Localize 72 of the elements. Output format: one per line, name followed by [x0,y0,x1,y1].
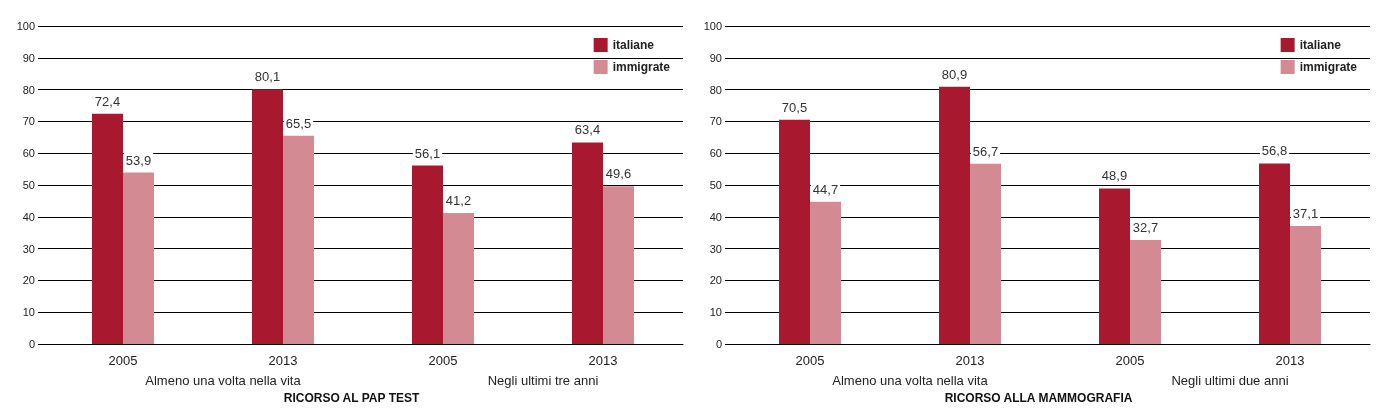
text: Negli ultimi tre anni [487,373,599,388]
y-tick-label: 30 [22,242,35,255]
data-label: 53,9 [125,152,152,168]
y-tick-label: 80 [22,83,35,96]
bar [970,163,1001,344]
text: RICORSO ALLA MAMMOGRAFIA [944,391,1133,405]
bar [443,212,474,344]
y-tick-label: 80 [709,83,722,96]
data-label: 37,1 [1292,206,1319,222]
y-tick-label: 20 [709,274,722,287]
bar [603,186,634,344]
y-tick-label: 10 [22,306,35,319]
bar [1290,226,1321,344]
x-tick-label: 2013 [588,353,618,368]
bar [252,89,283,344]
bar [1259,163,1290,344]
data-label: 49,6 [605,166,632,182]
data-label: 80,9 [941,66,968,82]
y-tick-label: 60 [709,147,722,160]
legend-label: italiane [1299,38,1342,52]
bar [283,135,314,344]
y-tick-label: 10 [709,306,722,319]
bar [939,86,970,344]
bar [810,201,841,344]
text: Almeno una volta nella vita [145,373,302,388]
y-tick-label: 40 [709,210,722,223]
data-label: 72,4 [94,93,121,109]
data-label: 63,4 [574,122,601,138]
x-tick-label: 2005 [108,353,138,368]
text: Almeno una volta nella vita [832,373,989,388]
x-tick-label: 2005 [795,353,825,368]
data-label: 65,5 [285,115,312,131]
data-label: 56,1 [414,145,441,161]
y-tick-label: 20 [22,274,35,287]
x-tick-label: 2013 [268,353,298,368]
bar [1130,240,1161,344]
bar [123,172,154,344]
data-label: 48,9 [1101,168,1128,184]
y-tick-label: 70 [709,115,722,128]
data-label: 56,8 [1261,143,1288,159]
y-tick-label: 30 [709,242,722,255]
y-tick-label: 0 [715,338,722,350]
data-label: 80,1 [254,69,281,85]
y-tick-label: 90 [22,51,35,64]
y-tick-label: 50 [709,179,722,191]
y-tick-label: 100 [703,20,722,32]
y-tick-label: 60 [22,147,35,160]
x-tick-label: 2005 [428,353,458,368]
data-label: 41,2 [445,192,472,208]
bar [412,165,443,344]
data-label: 44,7 [812,181,839,197]
data-label: 70,5 [781,99,808,115]
y-tick-label: 50 [22,179,35,191]
y-tick-label: 0 [28,338,35,350]
y-tick-label: 90 [709,51,722,64]
data-label: 32,7 [1132,220,1159,236]
bar [92,113,123,344]
legend-label: immigrate [612,60,671,74]
y-tick-label: 40 [22,210,35,223]
x-tick-label: 2005 [1115,353,1145,368]
bar [572,142,603,344]
y-tick-label: 70 [22,115,35,128]
text: Negli ultimi due anni [1171,373,1289,388]
y-tick-label: 100 [16,20,35,32]
bar [779,119,810,344]
x-tick-label: 2013 [955,353,985,368]
legend-label: immigrate [1299,60,1358,74]
legend-label: italiane [612,38,655,52]
data-label: 56,7 [972,143,999,159]
bar [1099,188,1130,344]
text: RICORSO AL PAP TEST [283,391,420,405]
x-tick-label: 2013 [1275,353,1305,368]
